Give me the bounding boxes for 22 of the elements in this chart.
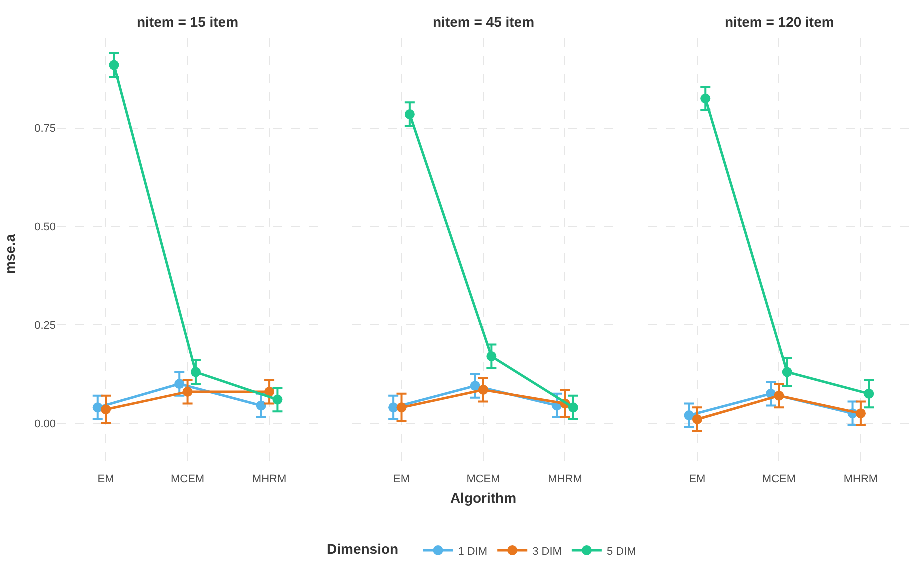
x-tick-label: EM	[98, 474, 114, 486]
x-tick-label: MHRM	[252, 474, 287, 486]
x-tick-label: MHRM	[844, 474, 878, 486]
chart-title: nitem = 120 item	[725, 14, 834, 30]
y-tick-label: 0.75	[34, 123, 56, 136]
x-tick-label: EM	[394, 474, 410, 486]
y-axis-title: mse.a	[2, 234, 18, 274]
legend-label: 3 DIM	[532, 546, 562, 558]
chart-title: nitem = 15 item	[137, 14, 239, 30]
legend-label: 1 DIM	[458, 546, 488, 558]
x-tick-label: EM	[689, 474, 706, 486]
legend-title: Dimension	[327, 541, 399, 558]
x-tick-label: MCEM	[762, 474, 796, 486]
x-axis-title: Algorithm	[450, 490, 517, 506]
y-tick-label: 0.25	[34, 320, 56, 332]
x-tick-label: MHRM	[548, 474, 582, 486]
legend-label: 5 DIM	[606, 546, 636, 558]
y-tick-label: 0.00	[34, 418, 56, 430]
x-tick-label: MCEM	[170, 474, 205, 486]
x-tick-label: MCEM	[466, 474, 500, 486]
y-tick-label: 0.50	[34, 222, 56, 234]
chart-title: nitem = 45 item	[433, 14, 535, 30]
